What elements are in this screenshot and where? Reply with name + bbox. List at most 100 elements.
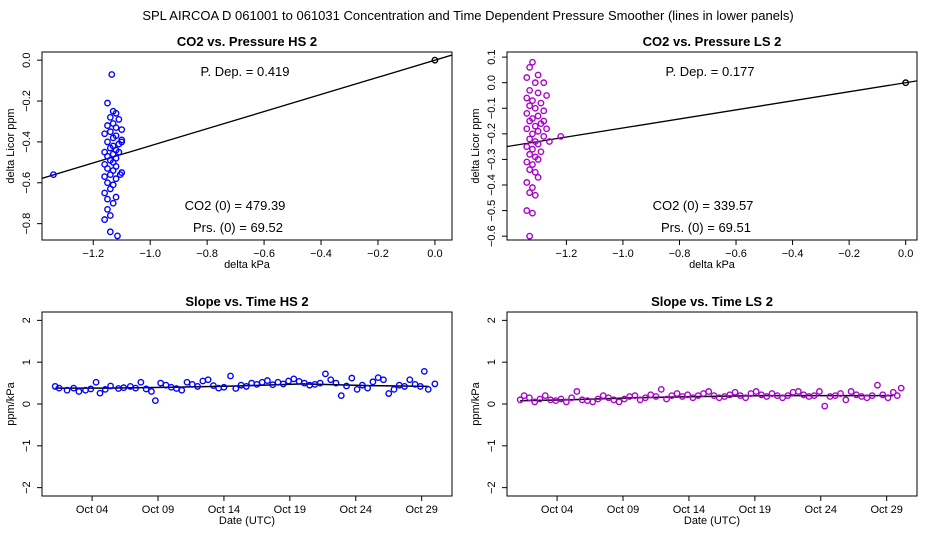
hs-slope-data-point xyxy=(194,383,201,390)
hs-pressure-x-tick-label: 0.0 xyxy=(427,248,442,260)
hs-slope-data-point xyxy=(269,381,277,389)
ls-pressure-data-point xyxy=(531,122,539,130)
hs-pressure-data-point xyxy=(116,171,124,179)
ls-pressure-y-tick-label: −0.1 xyxy=(486,97,498,119)
hs-pressure-panel: CO2 vs. Pressure HS 2 −1.2 −1.0 −0.8 −0.6 −0.… xyxy=(5,34,453,271)
ls-pressure-data-point xyxy=(543,92,550,99)
ls-pressure-data-point xyxy=(531,104,539,112)
ls-pressure-x-tick-label: −0.6 xyxy=(725,248,747,260)
hs-pressure-data-point xyxy=(49,171,57,179)
hs-slope-data-point xyxy=(343,382,350,390)
hs-slope-data-point xyxy=(358,381,366,389)
hs-slope-data-point xyxy=(348,374,356,382)
hs-slope-y-tick-label: 0 xyxy=(21,401,33,407)
ls-pressure-data-point xyxy=(534,156,542,163)
hs-slope-y-axis-label: ppm/kPa xyxy=(5,381,17,425)
ls-pressure-x-tick-label: −1.0 xyxy=(612,248,634,260)
ls-slope-data-point xyxy=(821,402,829,410)
hs-pressure-y-tick-label: −0.2 xyxy=(21,90,33,112)
ls-slope-data-point xyxy=(541,392,549,400)
ls-slope-y-axis-label: ppm/kPa xyxy=(470,381,482,425)
ls-pressure-y-tick-label: 0.0 xyxy=(486,75,498,90)
hs-slope-data-point xyxy=(353,385,361,393)
chart-panels: CO2 vs. Pressure HS 2 −1.2 −1.0 −0.8 −0.6 −0.… xyxy=(5,34,918,527)
ls-slope-data-point xyxy=(705,388,713,395)
ls-slope-data xyxy=(516,381,905,410)
ls-slope-x-tick-label: Oct 04 xyxy=(541,504,573,516)
ls-pressure-data-point xyxy=(537,148,545,156)
hs-slope-y-tick-label: 2 xyxy=(21,317,33,323)
hs-slope-x-tick-label: Oct 04 xyxy=(76,504,108,516)
hs-slope-x-tick-label: Oct 19 xyxy=(274,504,306,516)
hs-pressure-data-point xyxy=(115,148,123,156)
hs-pressure-data-point xyxy=(115,116,123,123)
ls-slope-data-point xyxy=(842,396,850,404)
hs-slope-data-point xyxy=(431,380,439,388)
hs-slope-data-point xyxy=(92,378,100,386)
ls-slope-data-point xyxy=(742,394,750,402)
hs-pressure-data-point xyxy=(109,134,117,142)
hs-pressure-y-tick-label: −0.4 xyxy=(21,131,33,153)
ls-slope-data-point xyxy=(789,388,797,396)
figure-main-title: SPL AIRCOA D 061001 to 061031 Concentrat… xyxy=(142,8,793,23)
ls-pressure-data-point xyxy=(523,143,531,151)
ls-slope-data-point xyxy=(615,398,623,406)
hs-slope-data-point xyxy=(204,376,212,384)
ls-pressure-data-point xyxy=(523,109,531,117)
ls-slope-data-point xyxy=(657,385,665,393)
ls-pressure-x-axis-label: delta kPa xyxy=(689,259,736,271)
hs-slope-data-point xyxy=(148,388,155,395)
ls-pressure-data-point xyxy=(540,107,548,115)
hs-pressure-y-tick-label: −0.6 xyxy=(21,172,33,194)
ls-pressure-data-point xyxy=(523,158,531,166)
ls-slope-x-tick-label: Oct 14 xyxy=(673,504,705,516)
hs-pressure-data-point xyxy=(109,199,117,207)
ls-pressure-data-point xyxy=(529,97,536,104)
hs-pressure-data-point xyxy=(101,173,109,181)
ls-pressure-x-tick-label: −0.2 xyxy=(838,248,860,260)
hs-slope-data-point xyxy=(401,383,408,390)
hs-slope-data-point xyxy=(137,378,145,386)
ls-pressure-data-point xyxy=(540,79,548,87)
hs-slope-data-point xyxy=(364,384,372,392)
ls-pressure-data-point xyxy=(526,135,534,143)
hs-slope-data-point xyxy=(416,383,424,390)
ls-pressure-data-point xyxy=(531,79,539,87)
hs-pressure-data xyxy=(42,54,452,240)
ls-pressure-data-point xyxy=(526,150,534,158)
ls-pressure-data-point xyxy=(526,232,534,240)
hs-slope-data-point xyxy=(337,392,345,400)
hs-slope-data-point xyxy=(406,376,414,384)
ls-pressure-data-point xyxy=(526,63,534,71)
hs-slope-x-tick-label: Oct 29 xyxy=(405,504,437,516)
hs-pressure-x-tick-label: −0.2 xyxy=(367,248,389,260)
hs-slope-data-point xyxy=(322,370,329,378)
hs-pressure-data-point xyxy=(106,185,114,193)
ls-slope-data-point xyxy=(731,388,739,396)
ls-pressure-y-tick-label: −0.4 xyxy=(486,174,498,196)
ls-pressure-panel: CO2 vs. Pressure LS 2 −1.2 −1.0 −0.8 −0.6 −0.… xyxy=(470,34,918,271)
hs-pressure-plot-frame xyxy=(41,51,453,241)
hs-pressure-data-point xyxy=(106,212,114,219)
hs-slope-y-tick-label: −2 xyxy=(21,481,33,494)
hs-slope-data-point xyxy=(96,389,104,397)
hs-slope-data-point xyxy=(316,379,324,387)
hs-pressure-data-point xyxy=(106,171,114,179)
ls-pressure-data-point xyxy=(540,133,548,140)
hs-pressure-data-point xyxy=(112,124,120,132)
hs-pressure-x-tick-label: −0.4 xyxy=(310,248,332,260)
hs-slope-data-point xyxy=(390,385,398,393)
ls-slope-data-point xyxy=(531,398,539,406)
ls-slope-x-tick-label: Oct 09 xyxy=(607,504,639,516)
ls-pressure-x-tick-label: −0.4 xyxy=(782,248,804,260)
hs-pressure-data-point xyxy=(106,228,114,236)
ls-slope-data-point xyxy=(562,398,570,406)
ls-pressure-data-point xyxy=(534,140,542,148)
hs-pressure-data-point xyxy=(118,138,126,146)
hs-slope-data-point xyxy=(369,378,377,386)
hs-pressure-data-point xyxy=(101,189,109,197)
ls-slope-data-point xyxy=(784,392,792,400)
hs-pressure-x-axis-label: delta kPa xyxy=(224,259,271,271)
ls-pressure-data-point xyxy=(529,130,536,138)
ls-slope-data-point xyxy=(805,393,813,400)
